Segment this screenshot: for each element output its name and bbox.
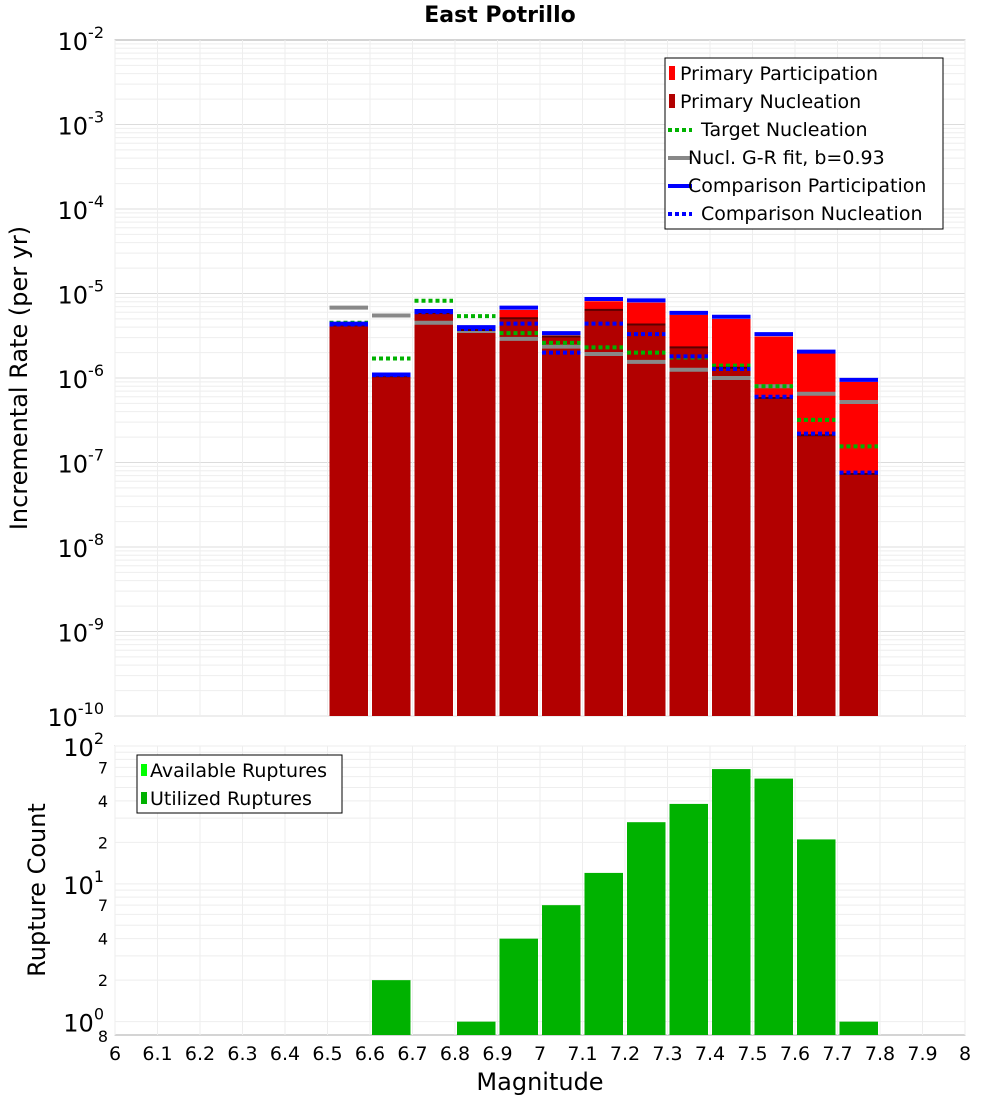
x-tick-label: 7.7: [822, 1043, 852, 1065]
x-tick-label: 6.4: [270, 1043, 300, 1065]
legend-swatch: [141, 764, 147, 776]
x-tick-label: 7.3: [652, 1043, 682, 1065]
legend-swatch: [669, 66, 675, 80]
bottom-y-axis-label: Rupture Count: [23, 803, 51, 977]
y-minor-tick-label: 2: [98, 971, 108, 990]
x-tick-label: 6.3: [227, 1043, 257, 1065]
x-tick-label: 6.2: [185, 1043, 215, 1065]
y-tick-label: 10-7: [58, 446, 105, 479]
rupture-count-bar: [542, 905, 581, 1035]
y-minor-tick-label: 2: [98, 833, 108, 852]
legend-swatch: [141, 792, 147, 804]
y-minor-tick-label: 4: [98, 792, 108, 811]
x-tick-label: 6.9: [482, 1043, 512, 1065]
y-tick-label: 10-2: [58, 23, 105, 56]
y-minor-tick-label: 8: [98, 1027, 108, 1046]
nucleation-bar: [712, 367, 751, 716]
legend-label: Primary Participation: [680, 63, 878, 85]
y-tick-label: 10-10: [47, 699, 104, 732]
rupture-count-bar: [372, 980, 411, 1035]
legend-label: Comparison Participation: [688, 175, 926, 197]
y-tick-label: 10-3: [58, 108, 105, 141]
x-tick-label: 7.1: [567, 1043, 597, 1065]
rupture-count-bar: [457, 1021, 496, 1035]
nucleation-bar: [669, 347, 708, 716]
x-tick-label: 7.6: [780, 1043, 810, 1065]
rupture-count-bar: [499, 938, 538, 1035]
x-tick-label: 8: [959, 1043, 971, 1065]
x-tick-label: 6.6: [355, 1043, 385, 1065]
x-tick-label: 6.8: [440, 1043, 470, 1065]
nucleation-bar: [414, 312, 453, 716]
rupture-count-bar: [669, 803, 708, 1035]
top-y-axis-label: Incremental Rate (per yr): [5, 226, 33, 530]
nucleation-bar: [584, 309, 623, 716]
y-tick-label: 10-4: [58, 192, 105, 225]
y-minor-tick-label: 7: [98, 896, 108, 915]
legend-label: Nucl. G-R fit, b=0.93: [688, 147, 885, 169]
legend-label: Comparison Nucleation: [701, 203, 923, 225]
x-tick-label: 7.5: [737, 1043, 767, 1065]
x-tick-label: 6.7: [397, 1043, 427, 1065]
y-minor-tick-label: 7: [98, 758, 108, 777]
nucleation-bar: [329, 325, 368, 716]
x-tick-label: 6.5: [312, 1043, 342, 1065]
x-tick-label: 7.9: [907, 1043, 937, 1065]
top-legend: Primary Participation Primary Nucleation T…: [664, 57, 944, 230]
y-tick-label: 10-9: [58, 615, 105, 648]
nucleation-bar: [627, 324, 666, 716]
x-tick-label: 6: [109, 1043, 121, 1065]
y-tick-label: 102: [63, 729, 104, 762]
bottom-plot-bars: [372, 769, 878, 1035]
nucleation-bar: [457, 329, 496, 716]
x-tick-label: 7: [534, 1043, 546, 1065]
nucleation-bar: [754, 397, 793, 716]
top-legend-box: [664, 57, 944, 230]
nucleation-bar: [499, 318, 538, 716]
y-tick-label: 101: [63, 867, 104, 900]
legend-label: Primary Nucleation: [680, 91, 861, 113]
y-tick-label: 10-5: [58, 277, 105, 310]
bottom-legend: Available Ruptures Utilized Ruptures: [136, 754, 343, 814]
top-plot-lines: [329, 297, 878, 476]
rupture-count-bar: [754, 778, 793, 1035]
legend-label: Target Nucleation: [700, 119, 868, 141]
y-tick-label: 10-8: [58, 530, 105, 563]
bottom-legend-box: [136, 754, 343, 814]
legend-label: Utilized Ruptures: [150, 788, 312, 810]
legend-label: Available Ruptures: [150, 760, 327, 782]
x-tick-label: 6.1: [142, 1043, 172, 1065]
x-tick-label: 7.8: [865, 1043, 895, 1065]
y-tick-label: 10-6: [58, 361, 105, 394]
y-tick-label: 100: [63, 1005, 104, 1038]
x-tick-labels: 6 6.1 6.2 6.3 6.4 6.5 6.6 6.7 6.8 6.9 7 7.1 7.2 7.3 7.…: [109, 1043, 971, 1065]
top-y-tick-labels: 10-10 10-9 10-8 10-7 10-6 10-5 10-4 10-3 10-2: [47, 23, 104, 732]
nucleation-bar: [542, 336, 581, 716]
top-plot-bars: [329, 301, 878, 716]
y-minor-tick-label: 4: [98, 930, 108, 949]
nucleation-bar: [839, 474, 878, 716]
rupture-count-bar: [797, 839, 836, 1035]
chart-title: East Potrillo: [424, 3, 576, 28]
rupture-count-bar: [584, 872, 623, 1035]
rupture-count-bar: [712, 769, 751, 1035]
rupture-count-bar: [839, 1021, 878, 1035]
bottom-y-tick-labels: 100 101 102 2 4 7 2 4 7 8: [63, 729, 108, 1046]
nucleation-bar: [797, 435, 836, 716]
x-tick-label: 7.2: [610, 1043, 640, 1065]
nucleation-bar: [372, 376, 411, 716]
x-axis-label: Magnitude: [476, 1068, 603, 1096]
legend-swatch: [669, 94, 675, 108]
x-tick-label: 7.4: [695, 1043, 725, 1065]
rupture-count-bar: [627, 822, 666, 1035]
